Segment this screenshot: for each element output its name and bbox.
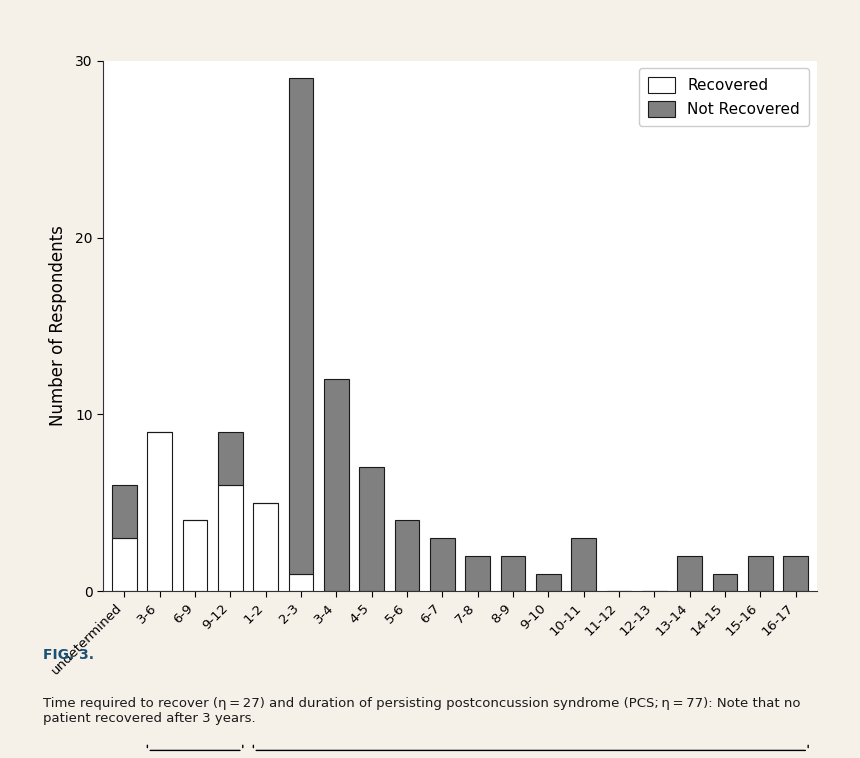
Bar xyxy=(147,432,172,591)
Bar xyxy=(359,468,384,591)
Bar xyxy=(289,78,313,574)
Bar xyxy=(678,556,702,591)
Bar xyxy=(218,432,243,485)
Bar xyxy=(289,574,313,591)
Bar xyxy=(112,538,137,591)
Bar xyxy=(182,521,207,591)
Bar xyxy=(254,503,278,591)
Y-axis label: Number of Respondents: Number of Respondents xyxy=(49,225,67,427)
Bar xyxy=(395,521,420,591)
Bar xyxy=(536,574,561,591)
Legend: Recovered, Not Recovered: Recovered, Not Recovered xyxy=(639,68,809,127)
Bar xyxy=(748,556,773,591)
Bar xyxy=(713,574,738,591)
Bar xyxy=(324,379,349,591)
Bar xyxy=(112,485,137,538)
Text: FIG. 3.: FIG. 3. xyxy=(43,648,94,662)
Bar xyxy=(465,556,490,591)
Bar xyxy=(218,485,243,591)
Bar xyxy=(430,538,455,591)
Text: Time required to recover (η = 27) and duration of persisting postconcussion synd: Time required to recover (η = 27) and du… xyxy=(43,697,801,725)
Bar xyxy=(501,556,525,591)
Bar xyxy=(571,538,596,591)
Bar xyxy=(783,556,808,591)
